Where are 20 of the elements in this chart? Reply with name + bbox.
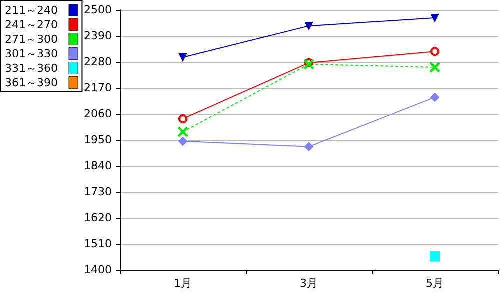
y-tick-label: 1730	[84, 186, 112, 198]
y-tick-label: 2390	[84, 30, 112, 42]
y-tick-label: 2170	[84, 82, 112, 94]
y-tick-label: 1510	[84, 238, 112, 250]
legend-label: 301～330	[4, 47, 58, 60]
legend-label: 331～360	[4, 62, 58, 75]
y-tick-label: 2500	[84, 4, 112, 16]
y-tick-label: 1400	[84, 264, 112, 276]
legend-label: 271～300	[4, 32, 58, 46]
legend-label: 361～390	[4, 76, 58, 90]
y-tick-label: 1620	[84, 212, 112, 224]
legend-label: 241～270	[4, 18, 58, 32]
y-tick-label: 1950	[84, 134, 112, 146]
y-tick-label: 2280	[84, 56, 112, 68]
legend-label: 211～240	[4, 4, 58, 17]
x-tick-label: 1月	[174, 277, 192, 290]
y-tick-label: 2060	[84, 108, 112, 120]
x-tick-label: 3月	[300, 277, 318, 290]
x-tick-label: 5月	[426, 277, 444, 290]
y-tick-label: 1840	[84, 160, 112, 172]
